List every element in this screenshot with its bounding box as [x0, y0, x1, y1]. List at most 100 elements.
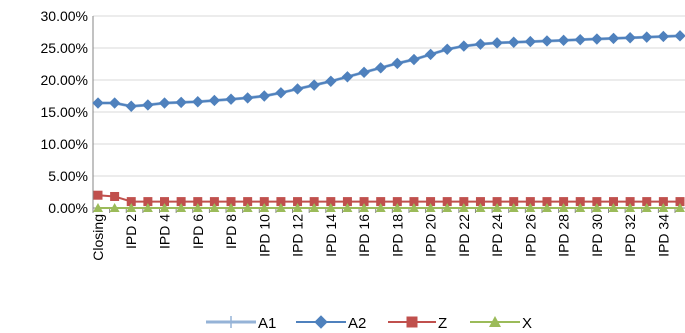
x-tick-label: IPD 4 — [157, 214, 173, 249]
data-point — [275, 87, 287, 99]
data-point — [242, 203, 253, 212]
data-point — [641, 203, 652, 212]
data-point — [375, 203, 386, 212]
data-point — [608, 197, 618, 207]
data-point — [641, 31, 653, 43]
data-point — [192, 203, 203, 212]
data-point — [525, 197, 535, 207]
data-point — [193, 197, 203, 207]
data-point — [142, 203, 153, 212]
data-point — [158, 97, 171, 109]
data-point — [575, 197, 585, 207]
data-point — [159, 203, 170, 212]
data-point — [109, 203, 120, 212]
data-point — [293, 197, 303, 207]
legend-item-z: Z — [388, 315, 447, 332]
data-point — [608, 203, 619, 212]
data-point — [241, 92, 254, 104]
data-point — [326, 197, 336, 207]
series-line — [97, 34, 681, 108]
data-point — [458, 203, 469, 212]
y-tick-label: 30.00% — [41, 8, 88, 24]
data-point — [675, 203, 685, 212]
data-point — [491, 37, 503, 49]
data-point — [110, 191, 120, 201]
data-point — [359, 203, 370, 212]
data-point — [658, 203, 669, 212]
data-point — [657, 30, 670, 43]
x-tick-label: IPD 34 — [655, 214, 671, 257]
data-point — [92, 97, 104, 109]
x-tick-label: Closing — [90, 214, 106, 261]
data-point — [508, 203, 519, 212]
x-tick-label: IPD 16 — [356, 214, 372, 257]
data-point — [489, 316, 501, 327]
data-point — [625, 203, 636, 212]
data-point — [475, 197, 485, 207]
data-point — [308, 79, 320, 91]
data-point — [425, 203, 436, 212]
legend-label: Z — [438, 315, 447, 332]
data-point — [524, 35, 537, 48]
data-point — [675, 197, 685, 207]
data-point — [574, 33, 586, 46]
data-point — [192, 96, 204, 108]
data-point — [406, 316, 418, 328]
data-point — [342, 197, 352, 207]
x-tick-label: IPD 32 — [622, 214, 638, 257]
x-tick-label: IPD 8 — [223, 214, 239, 249]
legend-label: A1 — [258, 315, 276, 332]
data-point — [143, 197, 153, 207]
data-point — [325, 75, 337, 87]
data-point — [592, 197, 602, 207]
x-tick-label: IPD 22 — [456, 214, 472, 257]
data-point — [541, 35, 553, 47]
series-a2 — [92, 30, 685, 112]
data-point — [359, 197, 369, 207]
data-point — [625, 197, 635, 207]
data-point — [409, 197, 419, 207]
y-tick-label: 25.00% — [41, 40, 88, 56]
data-point — [442, 197, 452, 207]
series-line — [97, 34, 681, 108]
x-tick-label: IPD 24 — [489, 214, 505, 257]
data-point — [175, 96, 187, 109]
data-point — [591, 33, 603, 45]
data-point — [276, 197, 286, 207]
data-point — [374, 62, 387, 74]
y-tick-label: 5.00% — [48, 168, 88, 184]
data-point — [309, 203, 320, 212]
data-point — [259, 203, 270, 212]
legend: A1 A2 Z X — [206, 315, 532, 332]
data-point — [542, 197, 552, 207]
data-point — [458, 40, 470, 52]
data-point — [575, 203, 586, 212]
data-point — [259, 197, 269, 207]
legend-item-x: X — [470, 315, 532, 332]
y-tick-label: 10.00% — [41, 136, 88, 152]
y-axis: 0.00% 5.00% 10.00% 15.00% 20.00% 25.00% 30.00% — [41, 8, 94, 216]
x-tick-label: IPD 28 — [556, 214, 572, 257]
data-point — [492, 203, 503, 212]
data-point — [176, 197, 186, 207]
data-point — [426, 197, 436, 207]
x-tick-label: IPD 12 — [290, 214, 306, 257]
data-point — [291, 83, 304, 95]
gridlines — [93, 15, 685, 177]
data-point — [557, 34, 570, 47]
data-point — [441, 43, 453, 55]
data-point — [126, 197, 136, 207]
series-z — [93, 190, 685, 207]
data-point — [341, 71, 354, 83]
x-axis: Closing IPD 2 IPD 4 IPD 6 IPD 8 IPD 10 IPD 12 I… — [90, 207, 685, 261]
data-point — [309, 197, 319, 207]
data-point — [358, 66, 370, 79]
data-point — [541, 203, 552, 212]
data-point — [408, 53, 420, 66]
data-point — [474, 38, 487, 50]
series-x — [92, 203, 685, 212]
data-point — [226, 197, 236, 207]
data-point — [225, 316, 237, 328]
legend-label: X — [522, 315, 532, 332]
